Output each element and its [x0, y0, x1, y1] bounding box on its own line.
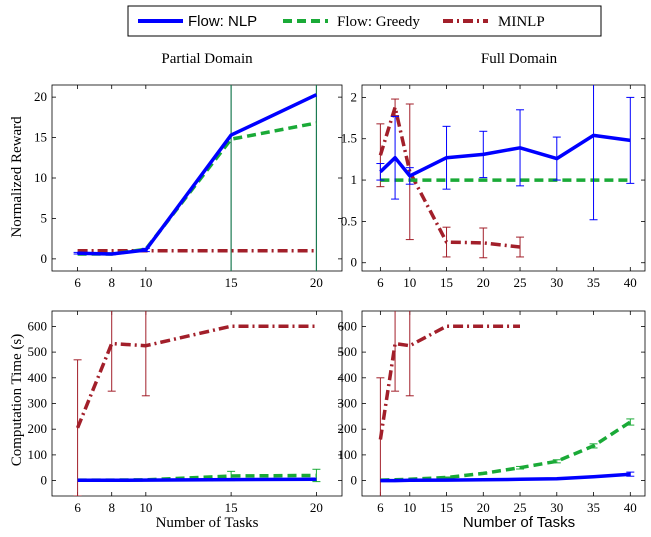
- x-tick-label: 25: [514, 275, 527, 290]
- legend-label-minlp: MINLP: [498, 14, 545, 30]
- y-tick-label: 400: [338, 370, 358, 385]
- x-tick-label: 8: [108, 500, 115, 515]
- plot-area: [73, 311, 321, 496]
- panel-top-right: 6 10 15 20 25 30 35 40 0 0.5 1 1.5 2: [341, 84, 646, 290]
- x-tick-label: 15: [225, 500, 238, 515]
- y-tick-label: 100: [338, 447, 358, 462]
- xlabel-left: Number of Tasks: [156, 515, 259, 531]
- column-title-partial: Partial Domain: [161, 51, 253, 67]
- y-tick-label: 0: [351, 473, 358, 488]
- y-tick-label: 600: [338, 318, 358, 333]
- x-tick-label: 15: [440, 275, 453, 290]
- axes-frame: [361, 310, 646, 497]
- y-tick-label: 1: [351, 172, 358, 187]
- x-tick-label: 20: [310, 275, 323, 290]
- series-line-nlp: [77, 93, 318, 256]
- series-line-greedy: [77, 121, 317, 256]
- series-line-nlp: [379, 133, 631, 178]
- x-tick-label: 10: [139, 275, 152, 290]
- x-tick-label: 40: [624, 275, 637, 290]
- y-tick-label: 500: [338, 344, 358, 359]
- y-tick-label: 20: [34, 89, 47, 104]
- x-tick-label: 30: [550, 275, 563, 290]
- plot-area: [376, 85, 635, 259]
- x-tick-label: 40: [624, 500, 637, 515]
- y-tick-label: 200: [28, 421, 48, 436]
- y-tick-label: 1.5: [341, 131, 357, 146]
- x-tick-label: 35: [587, 500, 600, 515]
- y-tick-label: 400: [28, 370, 48, 385]
- x-tick-label: 20: [477, 275, 490, 290]
- legend-label-greedy: Flow: Greedy: [337, 14, 420, 30]
- series-line-minlp: [378, 105, 521, 249]
- axes-frame: [51, 84, 343, 272]
- plot-area: [73, 93, 318, 256]
- y-tick-label: 0: [41, 251, 48, 266]
- y-tick-label: 300: [28, 396, 48, 411]
- x-tick-label: 25: [514, 500, 527, 515]
- legend: Flow: NLP Flow: Greedy MINLP: [127, 5, 602, 37]
- plot-area: [376, 311, 635, 496]
- y-tick-label: 2: [351, 89, 358, 104]
- series-line-nlp: [77, 477, 317, 483]
- x-tick-label: 10: [139, 500, 152, 515]
- y-tick-label: 600: [28, 318, 48, 333]
- x-tick-label: 35: [587, 275, 600, 290]
- x-tick-label: 6: [377, 275, 384, 290]
- ylabel-time: Computation Time (s): [9, 334, 25, 467]
- y-tick-label: 200: [338, 421, 358, 436]
- y-tick-label: 100: [28, 447, 48, 462]
- legend-label-nlp: Flow: NLP: [188, 13, 257, 30]
- panel-top-left: 6 8 10 15 20 0 5 10 15 20: [34, 84, 343, 290]
- y-tick-label: 0: [351, 255, 358, 270]
- y-tick-label: 0.5: [341, 213, 357, 228]
- x-tick-label: 8: [108, 275, 115, 290]
- ylabel-reward: Normalized Reward: [9, 116, 25, 238]
- x-tick-label: 30: [550, 500, 563, 515]
- x-tick-label: 6: [74, 500, 81, 515]
- axes-frame: [51, 310, 343, 497]
- x-tick-label: 15: [225, 275, 238, 290]
- series-line-greedy: [380, 420, 632, 482]
- y-tick-label: 5: [41, 210, 48, 225]
- series-line-minlp: [378, 324, 520, 440]
- legend-box: [127, 5, 602, 37]
- y-tick-label: 500: [28, 344, 48, 359]
- x-tick-label: 15: [440, 500, 453, 515]
- y-tick-label: 300: [338, 396, 358, 411]
- x-tick-label: 6: [377, 500, 384, 515]
- x-tick-label: 6: [74, 275, 81, 290]
- x-tick-label: 20: [477, 500, 490, 515]
- x-tick-label: 20: [310, 500, 323, 515]
- series-line-nlp: [380, 472, 631, 483]
- column-title-full: Full Domain: [481, 51, 558, 67]
- y-tick-label: 10: [34, 170, 47, 185]
- x-tick-label: 10: [403, 500, 416, 515]
- x-tick-label: 10: [403, 275, 416, 290]
- y-tick-label: 0: [41, 473, 48, 488]
- y-tick-label: 15: [34, 130, 47, 145]
- series-line-minlp: [75, 324, 317, 429]
- xlabel-right: Number of Tasks: [463, 514, 575, 531]
- axes-frame: [361, 84, 646, 272]
